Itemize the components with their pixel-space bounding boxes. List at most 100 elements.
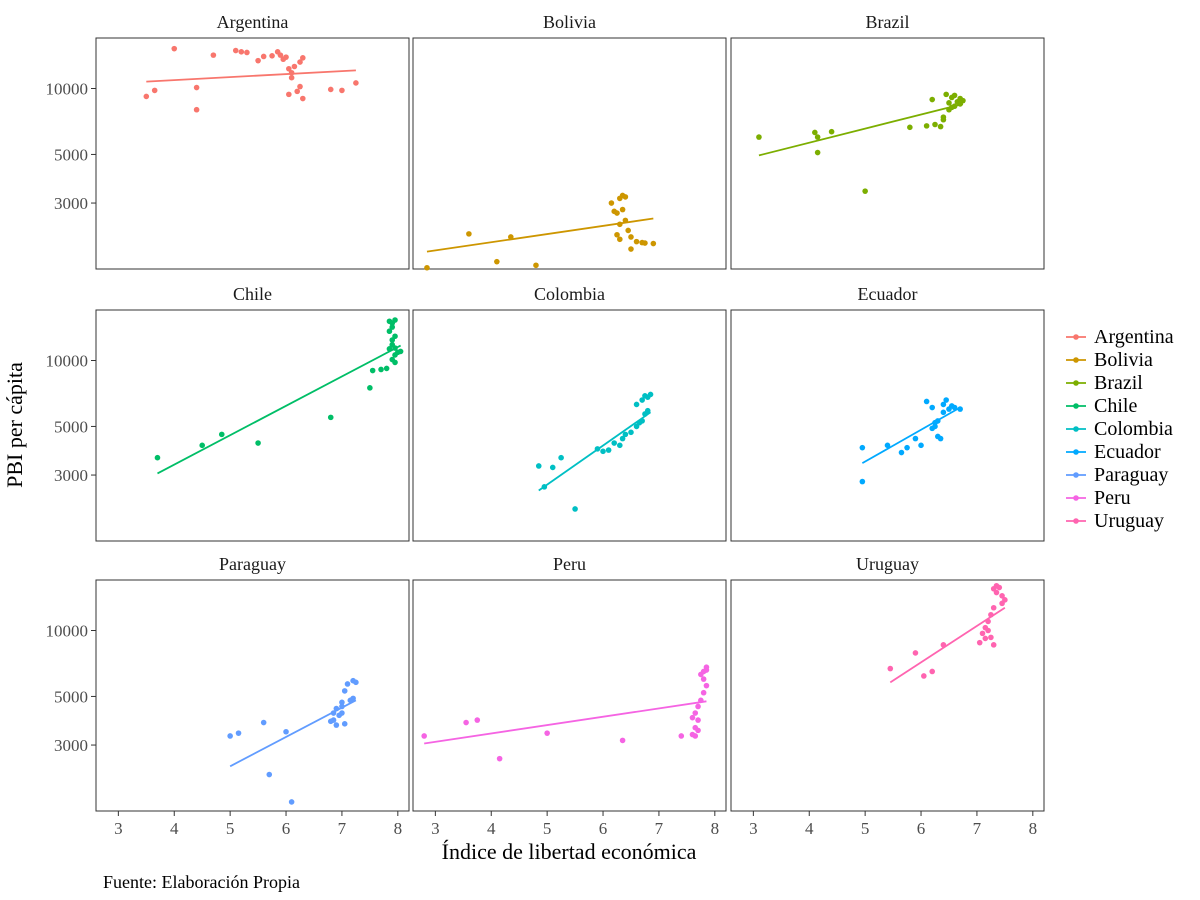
data-point <box>940 114 947 120</box>
panel-title: Paraguay <box>219 554 286 574</box>
y-axis-title: PBI per cápita <box>2 362 27 488</box>
data-point <box>628 246 634 252</box>
x-tick-label: 7 <box>973 819 982 838</box>
panel-chile: Chile 3000 5000 10000 <box>46 284 410 542</box>
data-point <box>999 600 1005 607</box>
data-point <box>288 799 295 805</box>
y-tick-label: 3000 <box>54 466 88 485</box>
data-point <box>960 97 966 104</box>
data-point <box>614 231 620 238</box>
data-point <box>389 324 396 330</box>
data-point <box>327 86 334 93</box>
facet-panels: Argentina 3000 5000 10000 Bolivia Brazil Chile… <box>46 12 1045 838</box>
trend-line <box>157 344 402 475</box>
data-point <box>392 359 398 366</box>
legend-item-bolivia: Bolivia <box>1066 349 1153 371</box>
panel-ecuador: Ecuador <box>730 284 1045 542</box>
data-point <box>367 385 373 391</box>
data-point <box>929 96 936 103</box>
legend-key-point <box>1073 334 1079 340</box>
data-point <box>642 392 648 399</box>
data-point <box>619 206 626 213</box>
data-point <box>695 703 701 710</box>
data-point <box>695 727 701 734</box>
data-point <box>812 129 818 136</box>
trend-line <box>861 406 961 464</box>
data-point <box>628 234 634 240</box>
data-point <box>386 328 393 335</box>
data-point <box>982 635 989 642</box>
legend-item-paraguay: Paraguay <box>1066 464 1168 486</box>
panel-title: Brazil <box>866 12 910 32</box>
panel-title: Uruguay <box>856 554 919 574</box>
trend-line <box>426 217 654 253</box>
data-point <box>330 717 337 723</box>
x-tick-label: 5 <box>226 819 235 838</box>
data-point <box>695 717 701 723</box>
x-tick-label: 7 <box>655 819 664 838</box>
legend-item-ecuador: Ecuador <box>1066 441 1161 463</box>
legend: ArgentinaBoliviaBrazilChileColombiaEcuad… <box>1066 326 1174 532</box>
x-tick-label: 7 <box>338 819 347 838</box>
x-tick-label: 6 <box>282 819 291 838</box>
data-point <box>260 53 267 60</box>
panel-title: Ecuador <box>858 284 918 304</box>
data-point <box>154 454 161 461</box>
data-point <box>266 771 273 778</box>
y-tick-label: 10000 <box>46 79 89 98</box>
legend-key-point <box>1073 495 1079 501</box>
data-point <box>887 665 894 672</box>
x-tick-label: 3 <box>749 819 758 838</box>
data-point <box>990 642 997 648</box>
x-tick-label: 4 <box>487 819 496 838</box>
data-point <box>993 589 1000 596</box>
data-point <box>344 681 351 687</box>
data-point <box>294 88 301 95</box>
data-point <box>255 440 261 446</box>
data-point <box>862 188 868 194</box>
trend-line <box>758 103 964 157</box>
data-point <box>350 695 356 702</box>
data-point <box>625 227 631 234</box>
data-point <box>353 679 359 686</box>
data-point <box>466 231 472 237</box>
legend-label: Ecuador <box>1094 441 1161 463</box>
legend-key-point <box>1073 426 1079 432</box>
legend-item-peru: Peru <box>1066 487 1131 509</box>
data-point <box>533 262 539 269</box>
legend-item-colombia: Colombia <box>1066 418 1173 440</box>
data-point <box>814 134 821 140</box>
legend-label: Chile <box>1094 395 1137 417</box>
data-point <box>979 630 986 637</box>
x-tick-label: 8 <box>394 819 403 838</box>
legend-key-point <box>1073 403 1079 409</box>
x-tick-label: 5 <box>861 819 870 838</box>
data-point <box>990 604 997 611</box>
data-point <box>923 398 930 405</box>
data-point <box>700 689 707 696</box>
data-point <box>300 95 306 102</box>
panel-paraguay: Paraguay 3000 5000 10000 3 4 5 6 7 8 <box>46 554 410 838</box>
data-point <box>988 634 994 641</box>
data-point <box>260 719 267 726</box>
panel-title: Argentina <box>217 12 289 32</box>
data-point <box>932 121 938 128</box>
data-point <box>937 435 944 442</box>
panel-border <box>730 309 1045 542</box>
data-point <box>647 391 654 398</box>
data-point <box>283 54 289 60</box>
data-point <box>297 83 303 90</box>
data-point <box>907 124 913 131</box>
x-tick-label: 6 <box>599 819 608 838</box>
data-point <box>535 463 542 469</box>
legend-key-point <box>1073 357 1079 363</box>
y-tick-label: 5000 <box>54 687 88 706</box>
data-point <box>474 717 481 723</box>
data-point <box>678 733 685 739</box>
panel-colombia: Colombia <box>412 284 727 542</box>
data-point <box>918 442 924 449</box>
data-point <box>397 348 404 355</box>
data-point <box>392 333 398 340</box>
legend-label: Paraguay <box>1094 464 1168 486</box>
panel-uruguay: Uruguay 3 4 5 6 7 8 <box>730 554 1045 838</box>
